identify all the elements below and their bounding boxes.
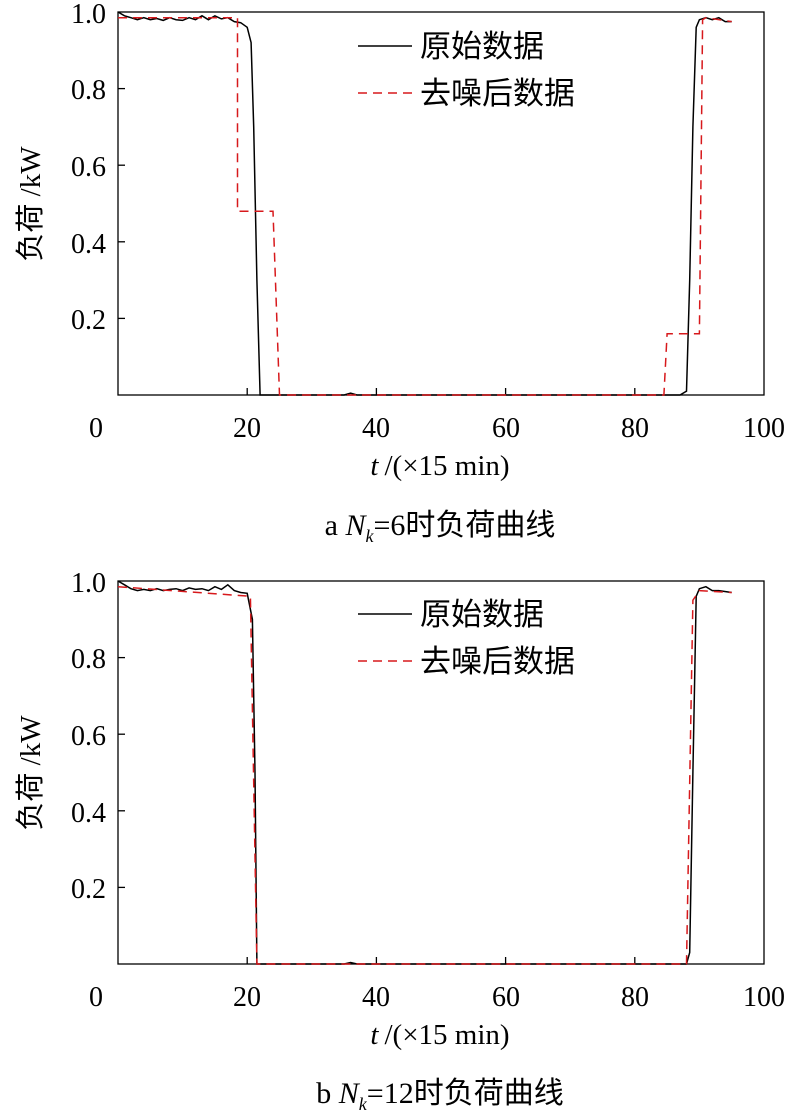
y-tick-label: 0.8 [71, 644, 106, 675]
y-axis-label: 负荷 /kW [14, 146, 47, 262]
caption-prefix: b [316, 1077, 339, 1110]
y-tick-labels: 0.2 0.4 0.6 0.8 1.0 [71, 0, 106, 336]
series-denoised-line [118, 16, 732, 396]
x-tick-label: 20 [233, 413, 261, 444]
y-axis-label: 负荷 /kW [14, 715, 47, 831]
x-tick-label: 60 [492, 982, 520, 1013]
x-tick-label: 100 [743, 413, 785, 444]
tick-marks [118, 87, 636, 395]
legend-label-denoised: 去噪后数据 [420, 76, 575, 111]
legend-label-original: 原始数据 [420, 29, 544, 64]
caption-suffix: =6时负荷曲线 [373, 509, 555, 542]
x-tick-label: 40 [362, 982, 390, 1013]
legend-label-denoised: 去噪后数据 [420, 644, 575, 679]
x-tick-label: 80 [621, 982, 649, 1013]
panel-b: 0 20 40 60 80 100 0.2 0.4 0.6 0.8 1.0 负荷… [14, 568, 785, 1113]
caption-variable: N [338, 1077, 361, 1110]
caption-prefix: a [325, 509, 346, 542]
series-original-line [117, 580, 732, 965]
legend: 原始数据 去噪后数据 [358, 29, 575, 111]
caption-subscript: k [359, 1094, 368, 1113]
series-group [117, 580, 732, 965]
y-tick-label: 0.4 [71, 229, 106, 260]
x-axis-unit: /(×15 min) [384, 450, 509, 482]
legend: 原始数据 去噪后数据 [358, 597, 575, 679]
x-tick-label: 60 [492, 413, 520, 444]
x-tick-label: 100 [743, 982, 785, 1013]
y-tick-label: 0.6 [71, 721, 106, 752]
x-axis-variable: t [370, 1019, 379, 1051]
x-tick-labels: 0 20 40 60 80 100 [89, 982, 785, 1013]
y-tick-label: 0.8 [71, 75, 106, 106]
x-tick-label: 20 [233, 982, 261, 1013]
caption-subscript: k [365, 526, 374, 546]
y-tick-label: 0.6 [71, 152, 106, 183]
tick-marks [118, 656, 636, 964]
plot-frame [117, 580, 765, 965]
series-group [117, 11, 732, 396]
x-axis-label: t/(×15 min) [370, 1019, 509, 1051]
series-denoised-line [117, 585, 732, 965]
y-tick-label: 0.4 [71, 798, 106, 829]
series-original-line [117, 11, 732, 396]
x-axis-variable: t [370, 450, 379, 482]
panel-a: 0 20 40 60 80 100 0.2 0.4 0.6 0.8 1.0 负荷… [14, 0, 785, 546]
y-tick-labels: 0.2 0.4 0.6 0.8 1.0 [71, 568, 106, 905]
x-tick-label: 0 [89, 982, 103, 1013]
x-axis-label: t/(×15 min) [370, 450, 509, 482]
plot-frame [117, 11, 765, 396]
x-tick-label: 0 [89, 413, 103, 444]
y-tick-label: 1.0 [71, 0, 106, 30]
legend-label-original: 原始数据 [420, 597, 544, 632]
y-tick-label: 1.0 [71, 568, 106, 599]
y-tick-label: 0.2 [71, 305, 106, 336]
caption-variable: N [344, 509, 367, 542]
x-tick-labels: 0 20 40 60 80 100 [89, 413, 785, 444]
x-tick-label: 80 [621, 413, 649, 444]
panel-caption: a Nk=6时负荷曲线 [325, 509, 556, 546]
x-tick-label: 40 [362, 413, 390, 444]
y-tick-label: 0.2 [71, 874, 106, 905]
panel-caption: b Nk=12时负荷曲线 [316, 1077, 563, 1113]
x-axis-unit: /(×15 min) [384, 1019, 509, 1051]
caption-suffix: =12时负荷曲线 [367, 1077, 564, 1110]
